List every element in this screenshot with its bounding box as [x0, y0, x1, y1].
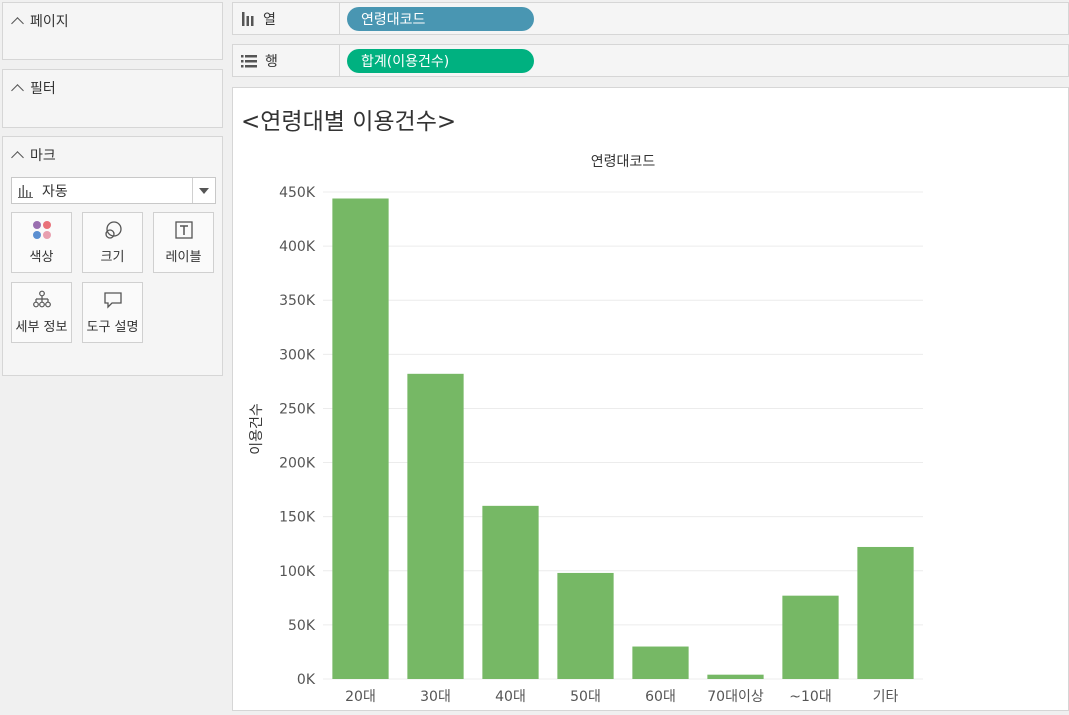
label-button-label: 레이블	[165, 250, 202, 265]
filters-card-header[interactable]: 필터	[11, 78, 56, 98]
y-tick-label: 0K	[297, 672, 316, 688]
bars	[332, 198, 914, 679]
chevron-down-icon[interactable]	[192, 178, 215, 203]
x-tick-label: 20대	[345, 689, 376, 705]
pages-card: 페이지	[2, 2, 223, 60]
size-circles-icon	[104, 221, 122, 239]
bar-chart: 연령대코드 이용건수 0K 50K 100K 150K 200K 250K 300K 350K…	[249, 154, 923, 705]
shelf-divider	[339, 3, 340, 34]
bar[interactable]	[407, 373, 464, 679]
bar[interactable]	[782, 595, 839, 679]
text-label-icon	[174, 221, 193, 239]
bar[interactable]	[707, 674, 764, 679]
x-tick-label: 60대	[645, 689, 676, 705]
collapse-caret-icon[interactable]	[11, 150, 24, 164]
y-tick-label: 400K	[279, 239, 316, 255]
color-button[interactable]: 색상	[11, 212, 72, 273]
y-tick-label: 150K	[279, 510, 316, 526]
bar-chart-icon	[18, 184, 33, 198]
x-tick-label: 70대이상	[707, 689, 764, 705]
view-pane: <연령대별 이용건수> 연령대코드 이용건수 0K 50K 100K 150K 200K…	[232, 87, 1069, 711]
tooltip-button[interactable]: 도구 설명	[82, 282, 143, 343]
rows-shelf-name: 행	[241, 51, 278, 71]
detail-button[interactable]: 세부 정보	[11, 282, 72, 343]
hierarchy-icon	[32, 290, 51, 308]
y-tick-label: 100K	[279, 564, 316, 580]
size-button-label: 크기	[100, 250, 125, 265]
bar[interactable]	[482, 505, 539, 679]
x-tick-label: 기타	[873, 689, 899, 705]
bar[interactable]	[857, 546, 914, 679]
y-axis-ticks: 0K 50K 100K 150K 200K 250K 300K 350K 400K 450K	[279, 185, 316, 688]
usage-sum-pill[interactable]: 합계(이용건수)	[347, 49, 534, 73]
collapse-caret-icon[interactable]	[11, 16, 24, 30]
rows-shelf[interactable]: 행 합계(이용건수)	[232, 44, 1069, 77]
label-button[interactable]: 레이블	[153, 212, 214, 273]
age-code-pill-label: 연령대코드	[361, 12, 426, 28]
collapse-caret-icon[interactable]	[11, 83, 24, 97]
columns-shelf-label: 열	[263, 12, 276, 28]
x-tick-label: 40대	[495, 689, 526, 705]
marks-card-title: 마크	[30, 148, 56, 164]
y-tick-label: 50K	[288, 618, 316, 634]
rows-shelf-label: 행	[265, 54, 278, 70]
y-tick-label: 250K	[279, 401, 316, 417]
marks-card-header[interactable]: 마크	[11, 145, 56, 165]
bar[interactable]	[557, 572, 614, 679]
pages-card-header[interactable]: 페이지	[11, 11, 69, 31]
tooltip-button-label: 도구 설명	[86, 320, 139, 335]
y-tick-label: 450K	[279, 185, 316, 201]
columns-shelf[interactable]: 열 연령대코드	[232, 2, 1069, 35]
view-title: <연령대별 이용건수>	[241, 109, 457, 135]
y-axis-label: 이용건수	[249, 403, 265, 455]
mark-type-label: 자동	[42, 183, 68, 200]
pages-card-title: 페이지	[30, 14, 69, 30]
columns-icon	[242, 12, 254, 26]
color-dots-icon	[32, 221, 51, 239]
shelf-divider	[339, 45, 340, 76]
bar[interactable]	[632, 646, 689, 679]
filters-card: 필터	[2, 69, 223, 128]
y-tick-label: 300K	[279, 347, 316, 363]
column-header: 연령대코드	[591, 154, 656, 170]
y-tick-label: 200K	[279, 456, 316, 472]
x-tick-label: 50대	[570, 689, 601, 705]
x-axis-labels: 20대 30대 40대 50대 60대 70대이상 ~10대 기타	[345, 689, 898, 705]
x-tick-label: 30대	[420, 689, 451, 705]
size-button[interactable]: 크기	[82, 212, 143, 273]
y-tick-label: 350K	[279, 293, 316, 309]
x-tick-label: ~10대	[789, 689, 831, 705]
usage-sum-pill-label: 합계(이용건수)	[361, 54, 450, 70]
marks-card: 마크 자동 색상 크기 레이블	[2, 136, 223, 376]
speech-bubble-icon	[103, 292, 122, 309]
age-code-pill[interactable]: 연령대코드	[347, 7, 534, 31]
filters-card-title: 필터	[30, 81, 56, 97]
detail-button-label: 세부 정보	[15, 320, 68, 335]
bar[interactable]	[332, 198, 389, 679]
color-button-label: 색상	[29, 250, 54, 265]
columns-shelf-name: 열	[241, 9, 276, 29]
rows-icon	[241, 55, 257, 68]
mark-type-dropdown[interactable]: 자동	[11, 177, 216, 204]
